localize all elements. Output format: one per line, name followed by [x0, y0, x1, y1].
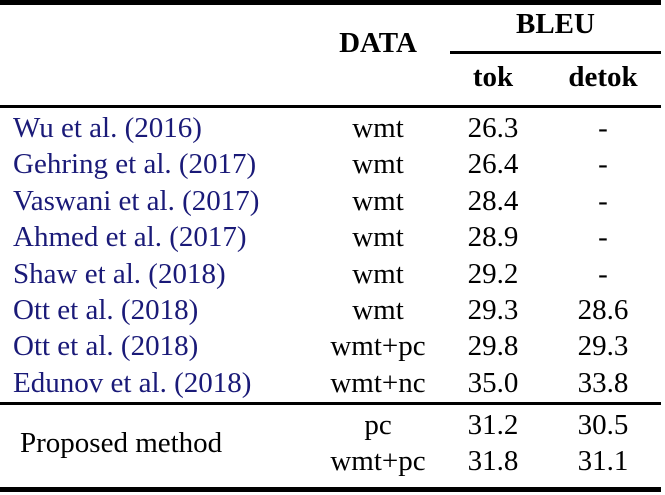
data-cell: wmt: [352, 148, 404, 181]
data-cell: wmt: [352, 184, 404, 217]
citation-link[interactable]: Ahmed et al. (2017): [13, 221, 247, 254]
data-cell: wmt+pc: [330, 445, 426, 478]
tok-cell: 28.9: [467, 221, 519, 254]
header-detok: detok: [568, 61, 638, 93]
detok-cell: 29.3: [577, 330, 629, 363]
data-cell: wmt: [352, 257, 404, 290]
table-row: Shaw et al. (2018) wmt 29.2 -: [0, 256, 665, 292]
header-rule: [0, 105, 661, 108]
data-cell: wmt+pc: [330, 330, 426, 363]
citation-link[interactable]: Wu et al. (2016): [13, 112, 202, 144]
detok-cell: -: [598, 257, 608, 290]
detok-cell: 30.5: [577, 409, 629, 441]
citation-link[interactable]: Edunov et al. (2018): [13, 366, 252, 399]
tok-cell: 29.8: [467, 330, 519, 363]
table-row: Ahmed et al. (2017) wmt 28.9 -: [0, 219, 665, 255]
table-row: wmt+pc 31.8 31.1: [328, 443, 665, 479]
table-row: Ott et al. (2018) wmt+pc 29.8 29.3: [0, 328, 665, 364]
tok-cell: 35.0: [467, 366, 519, 399]
detok-cell: -: [598, 112, 608, 144]
proposed-section: Proposed method pc 31.2 30.5 wmt+pc 31.8…: [0, 407, 665, 480]
citation-link[interactable]: Ott et al. (2018): [13, 293, 199, 326]
top-rule: [0, 0, 661, 5]
header-bleu: BLEU: [516, 8, 595, 40]
detok-cell: 28.6: [577, 293, 629, 326]
citation-link[interactable]: Shaw et al. (2018): [13, 257, 226, 290]
tok-cell: 31.8: [467, 445, 519, 478]
bottom-rule: [0, 487, 661, 492]
baseline-rows: Wu et al. (2016) wmt 26.3 - Gehring et a…: [0, 110, 665, 401]
table-row: Vaswani et al. (2017) wmt 28.4 -: [0, 183, 665, 219]
table-row: Gehring et al. (2017) wmt 26.4 -: [0, 146, 665, 182]
tok-cell: 31.2: [467, 409, 519, 441]
data-cell: pc: [364, 409, 392, 441]
data-cell: wmt: [352, 112, 404, 144]
table-row: Edunov et al. (2018) wmt+nc 35.0 33.8: [0, 365, 665, 401]
detok-cell: 33.8: [577, 366, 629, 399]
detok-cell: -: [598, 184, 608, 217]
header-tok: tok: [472, 61, 514, 93]
tok-cell: 26.4: [467, 148, 519, 181]
detok-cell: -: [598, 148, 608, 181]
table-row: Wu et al. (2016) wmt 26.3 -: [0, 110, 665, 146]
data-cell: wmt: [352, 221, 404, 254]
detok-cell: -: [598, 221, 608, 254]
tok-cell: 29.2: [467, 257, 519, 290]
citation-link[interactable]: Ott et al. (2018): [13, 330, 199, 363]
table-row: pc 31.2 30.5: [328, 407, 665, 443]
section-rule: [0, 402, 661, 405]
tok-cell: 28.4: [467, 184, 519, 217]
header-data: DATA: [339, 27, 417, 59]
bleu-underline-rule: [450, 51, 661, 54]
proposed-rows: pc 31.2 30.5 wmt+pc 31.8 31.1: [328, 407, 665, 480]
table-row: Ott et al. (2018) wmt 29.3 28.6: [0, 292, 665, 328]
citation-link[interactable]: Vaswani et al. (2017): [13, 184, 260, 217]
tok-cell: 26.3: [467, 112, 519, 144]
tok-cell: 29.3: [467, 293, 519, 326]
data-cell: wmt: [352, 293, 404, 326]
data-cell: wmt+nc: [330, 366, 426, 399]
proposed-method-label: Proposed method: [20, 426, 223, 459]
citation-link[interactable]: Gehring et al. (2017): [13, 148, 257, 181]
detok-cell: 31.1: [577, 445, 629, 478]
